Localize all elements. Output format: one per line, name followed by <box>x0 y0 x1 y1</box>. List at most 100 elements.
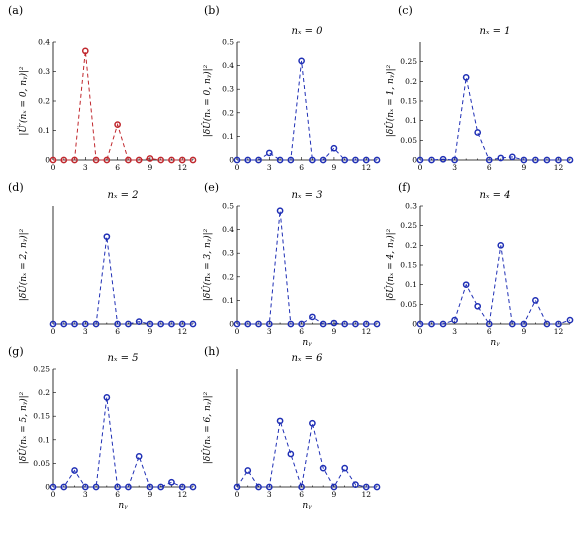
x-axis-label: nᵧ <box>490 338 500 348</box>
y-tick-label: 0.3 <box>222 85 234 94</box>
data-point <box>233 483 241 491</box>
y-tick-label: 0.1 <box>405 116 417 125</box>
y-tick-label: 0.1 <box>222 296 234 305</box>
data-point <box>485 320 493 328</box>
data-point <box>341 156 349 164</box>
y-tick-label: 0.1 <box>38 435 50 444</box>
data-point <box>135 156 143 164</box>
x-axis-label: nᵧ <box>302 338 312 348</box>
x-tick-label: 12 <box>361 163 371 172</box>
x-tick-label: 6 <box>115 163 120 172</box>
x-tick-label: 6 <box>487 327 492 336</box>
data-point <box>543 156 551 164</box>
y-tick-label: 0.05 <box>400 300 417 309</box>
series-line <box>420 245 571 326</box>
data-point <box>103 233 111 241</box>
data-point <box>244 156 252 164</box>
y-tick-label: 0.1 <box>405 280 417 289</box>
data-point <box>298 57 305 65</box>
y-tick-label: 0 <box>412 320 417 329</box>
y-tick-label: 0.3 <box>222 249 234 258</box>
panel-label: (h) <box>204 345 220 358</box>
panel-title: nₓ = 2 <box>107 190 138 201</box>
x-tick-label: 3 <box>267 327 272 336</box>
x-tick-label: 0 <box>418 327 423 336</box>
data-point <box>362 156 370 164</box>
data-point <box>508 153 516 161</box>
data-point <box>298 483 305 491</box>
y-tick-label: 0.25 <box>400 57 417 66</box>
y-axis-label: |Ü′(nₓ = 0, nᵧ)|² <box>17 66 29 136</box>
data-point <box>330 319 338 327</box>
data-point <box>319 464 327 472</box>
y-tick-label: 0.2 <box>222 272 234 281</box>
data-point <box>178 156 186 164</box>
panel-title: nₓ = 5 <box>107 353 138 364</box>
data-point <box>146 483 154 491</box>
data-point <box>373 483 381 491</box>
x-tick-label: 0 <box>51 327 56 336</box>
data-point <box>157 156 165 164</box>
data-point <box>178 483 186 491</box>
data-point <box>233 156 241 164</box>
data-point <box>439 155 447 163</box>
data-point <box>309 156 316 164</box>
data-point <box>92 483 100 491</box>
data-point <box>71 156 78 164</box>
x-tick-label: 6 <box>299 327 304 336</box>
x-tick-label: 9 <box>521 327 526 336</box>
x-tick-label: 0 <box>235 490 240 499</box>
y-tick-label: 0.15 <box>33 412 50 421</box>
data-point <box>330 144 338 152</box>
data-point <box>330 483 338 491</box>
y-axis-label: |δÛ(nₓ = 2, nᵧ)|² <box>17 228 29 301</box>
x-tick-label: 9 <box>521 163 526 172</box>
data-point <box>49 483 57 491</box>
y-axis-label: |δÛ(nₓ = 6, nᵧ)|² <box>201 391 213 464</box>
data-point <box>352 481 359 488</box>
panel-a: 0 3 6 9 12 0 0.1 0.2 0.3 0.4 (a) |Ü′(nₓ = 0, nᵧ)|² <box>8 4 197 172</box>
y-axis-label: |δÛ(nₓ = 0, nᵧ)|² <box>201 64 213 137</box>
panel-e: 0 3 6 9 12 0 0.1 0.2 0.3 0.4 0.5(e) nₓ = 3 nᵧ |δÛ(nₓ … <box>201 181 381 348</box>
x-tick-label: 9 <box>332 327 337 336</box>
y-tick-label: 0 <box>229 156 234 165</box>
data-point <box>287 320 295 328</box>
y-axis-label: |δÛ(nₓ = 5, nᵧ)|² <box>17 391 29 464</box>
x-tick-label: 0 <box>235 163 240 172</box>
data-point <box>352 320 359 328</box>
data-point <box>146 320 154 328</box>
x-tick-label: 12 <box>177 327 187 336</box>
y-axis-label: |δÛ(nₓ = 3, nᵧ)|² <box>201 228 213 301</box>
data-point <box>146 155 154 162</box>
x-axis-label: nᵧ <box>302 501 312 511</box>
data-point <box>276 417 284 425</box>
panel-h: 0 3 6 9 12 (h) nₓ = 6 nᵧ |δÛ(nₓ = 6, nᵧ)|² <box>201 345 381 511</box>
panel-label: (c) <box>398 4 413 17</box>
data-point <box>71 320 78 328</box>
panel-g: 0 3 6 9 12 0 0.05 0.1 0.15 0.2 0.25 (g) nₓ = 5 nᵧ |δÛ(… <box>8 345 197 511</box>
y-tick-label: 0.2 <box>222 108 234 117</box>
panel-label: (e) <box>204 181 219 194</box>
y-tick-label: 0 <box>412 156 417 165</box>
y-tick-label: 0.25 <box>33 365 50 374</box>
data-point <box>497 154 505 162</box>
panel-c: 0 3 6 9 12 0 0.05 0.1 0.15 0.2 0.25 (c) nₓ = 1 |δÛ(nₓ… <box>384 4 574 172</box>
y-tick-label: 0.2 <box>38 388 50 397</box>
data-point <box>439 320 447 328</box>
panel-d: 0 3 6 9 12 (d) nₓ = 2 |δÛ(nₓ = 2, nᵧ)|² <box>8 181 197 336</box>
data-point <box>276 207 284 215</box>
data-point <box>114 121 121 128</box>
x-tick-label: 6 <box>115 327 120 336</box>
data-point <box>341 464 349 472</box>
x-tick-label: 3 <box>83 327 88 336</box>
data-point <box>60 156 68 164</box>
series-line <box>420 77 570 161</box>
panel-title: nₓ = 0 <box>291 26 323 37</box>
data-point <box>319 320 327 328</box>
data-point <box>474 302 482 310</box>
data-point <box>125 483 132 491</box>
data-point <box>416 320 424 328</box>
x-tick-label: 9 <box>148 163 153 172</box>
data-point <box>555 320 562 328</box>
